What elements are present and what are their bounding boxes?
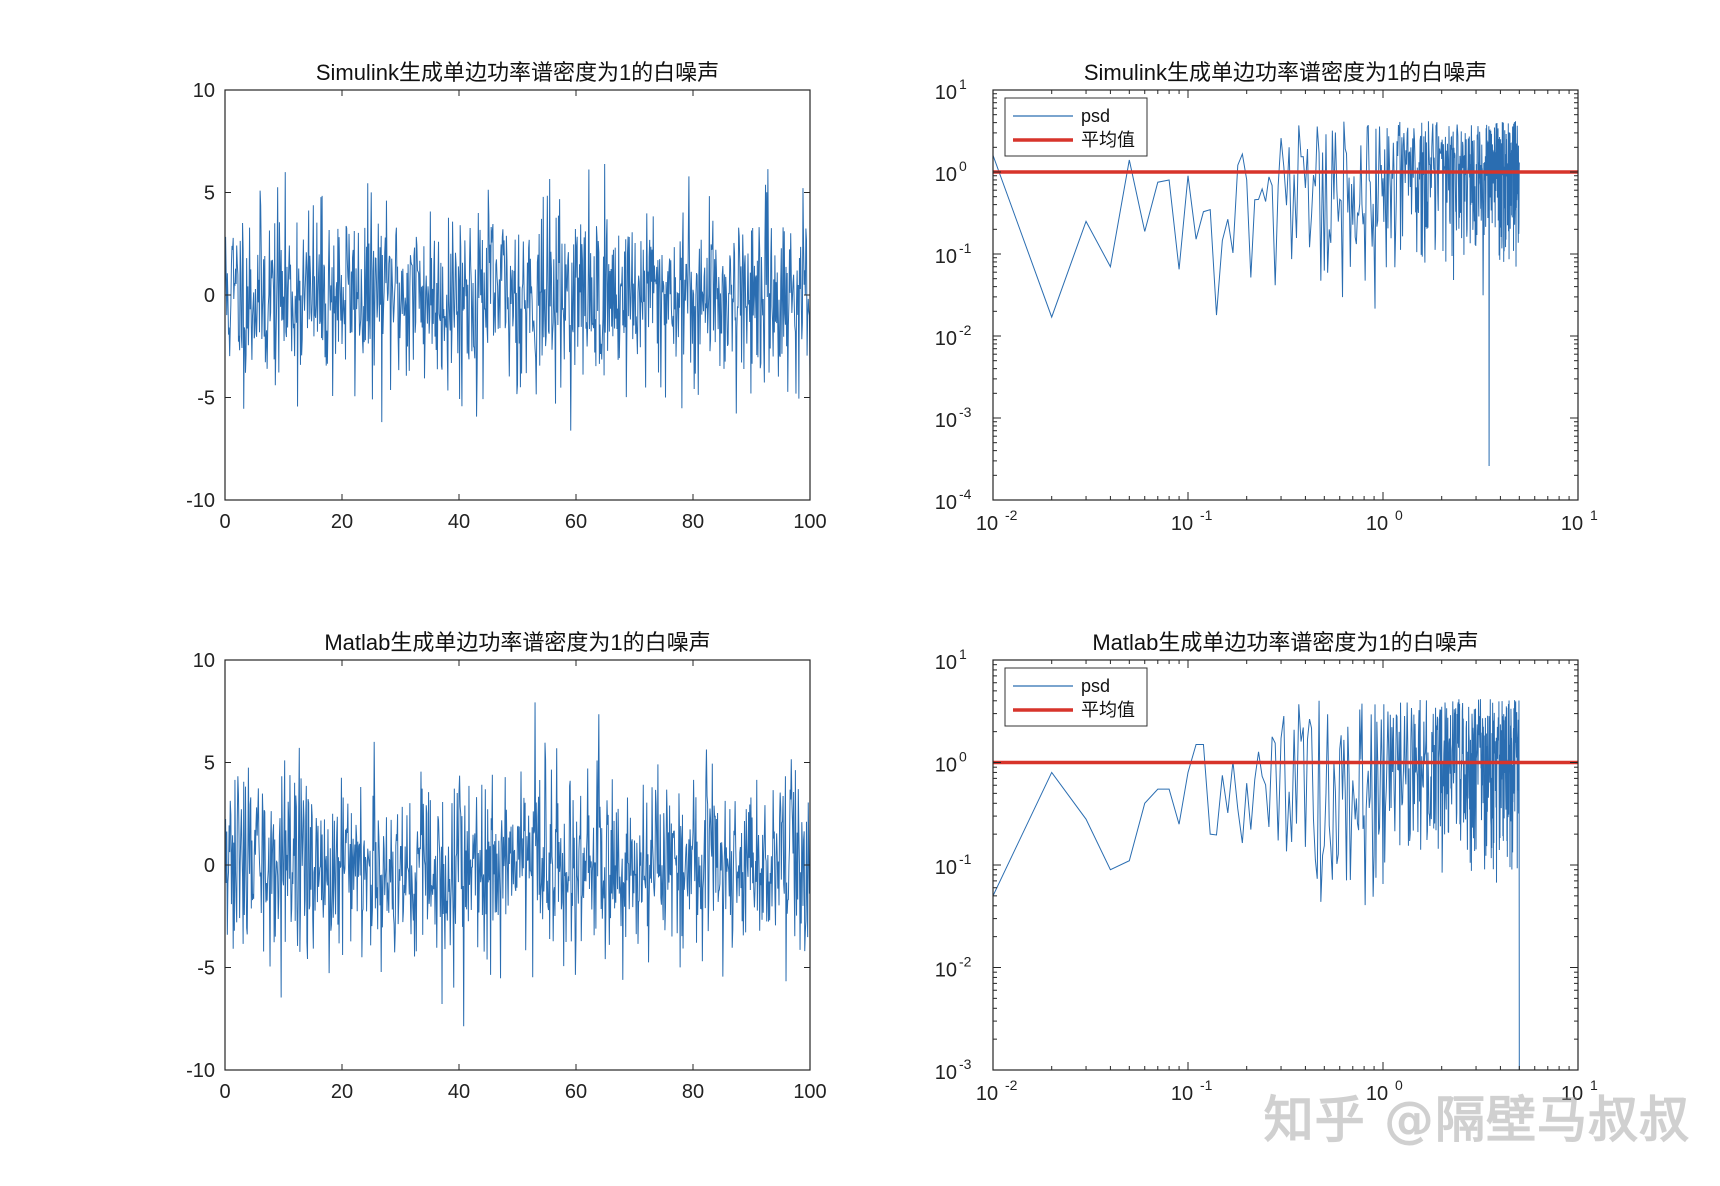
y-tick-exponent: 0 bbox=[959, 749, 967, 765]
legend-label-mean: 平均值 bbox=[1081, 130, 1135, 150]
y-tick-exponent: 1 bbox=[959, 646, 967, 662]
x-tick-exponent: -1 bbox=[1200, 1077, 1213, 1093]
legend-box bbox=[1004, 97, 1148, 157]
axes-frame bbox=[992, 89, 1579, 501]
x-tick-label: 20 bbox=[331, 511, 353, 533]
x-tick-label: 10 bbox=[1366, 513, 1388, 535]
noise-series-line bbox=[225, 164, 810, 431]
y-tick-exponent: -1 bbox=[959, 851, 972, 867]
watermark-text: 知乎 @隔壁马叔叔 bbox=[1263, 1091, 1690, 1149]
y-tick-label: 10 bbox=[935, 164, 957, 186]
y-tick-label: 10 bbox=[193, 80, 215, 102]
x-tick-exponent: -1 bbox=[1200, 507, 1213, 523]
plot-title: Matlab生成单边功率谱密度为1的白噪声 bbox=[1092, 630, 1478, 655]
y-tick-label: 5 bbox=[204, 183, 215, 205]
y-tick-label: 10 bbox=[935, 246, 957, 268]
y-tick-label: 10 bbox=[935, 755, 957, 777]
y-tick-exponent: -2 bbox=[959, 322, 972, 338]
y-tick-exponent: -3 bbox=[959, 1056, 972, 1072]
y-tick-label: -5 bbox=[197, 958, 215, 980]
x-tick-label: 10 bbox=[1171, 513, 1193, 535]
noise-series-line bbox=[225, 702, 810, 1027]
y-tick-label: -5 bbox=[197, 388, 215, 410]
legend: psd 平均值 bbox=[1004, 97, 1148, 157]
y-tick-label: 10 bbox=[935, 652, 957, 674]
x-tick-label: 10 bbox=[1561, 1083, 1583, 1105]
x-tick-label: 40 bbox=[448, 511, 470, 533]
y-tick-label: 10 bbox=[935, 82, 957, 104]
legend-box bbox=[1004, 667, 1148, 727]
y-tick-label: 10 bbox=[193, 650, 215, 672]
x-tick-label: 100 bbox=[793, 511, 826, 533]
y-tick-label: 10 bbox=[935, 328, 957, 350]
legend-label-psd: psd bbox=[1081, 676, 1110, 696]
plot-title: Simulink生成单边功率谱密度为1的白噪声 bbox=[1084, 60, 1487, 85]
x-tick-label: 10 bbox=[976, 1083, 998, 1105]
x-tick-label: 20 bbox=[331, 1081, 353, 1103]
y-tick-label: 10 bbox=[935, 960, 957, 982]
x-tick-exponent: 1 bbox=[1590, 1077, 1598, 1093]
y-tick-label: 5 bbox=[204, 753, 215, 775]
y-tick-label: 10 bbox=[935, 410, 957, 432]
y-tick-exponent: -1 bbox=[959, 240, 972, 256]
x-tick-exponent: 1 bbox=[1590, 507, 1598, 523]
x-tick-label: 60 bbox=[565, 511, 587, 533]
subplot-3: Matlab生成单边功率谱密度为1的白噪声 0 20 40 60 80 100 -10 -5 0 5… bbox=[186, 630, 827, 1103]
legend-label-mean: 平均值 bbox=[1081, 700, 1135, 720]
y-tick-exponent: -4 bbox=[959, 486, 972, 502]
y-tick-label: 10 bbox=[935, 857, 957, 879]
x-tick-label: 60 bbox=[565, 1081, 587, 1103]
legend-label-psd: psd bbox=[1081, 106, 1110, 126]
plot-title: Matlab生成单边功率谱密度为1的白噪声 bbox=[324, 630, 710, 655]
x-tick-label: 0 bbox=[219, 511, 230, 533]
x-tick-label: 0 bbox=[219, 1081, 230, 1103]
x-tick-label: 80 bbox=[682, 511, 704, 533]
y-tick-label: 10 bbox=[935, 1062, 957, 1084]
y-tick-exponent: -2 bbox=[959, 954, 972, 970]
y-tick-label: 10 bbox=[935, 492, 957, 514]
y-tick-label: -10 bbox=[186, 1060, 215, 1082]
x-tick-exponent: 0 bbox=[1395, 507, 1403, 523]
y-tick-exponent: -3 bbox=[959, 404, 972, 420]
y-tick-label: -10 bbox=[186, 490, 215, 512]
y-tick-label: 0 bbox=[204, 855, 215, 877]
x-tick-exponent: 0 bbox=[1395, 1077, 1403, 1093]
y-tick-exponent: 0 bbox=[959, 158, 967, 174]
x-tick-exponent: -2 bbox=[1005, 507, 1018, 523]
plot-title: Simulink生成单边功率谱密度为1的白噪声 bbox=[316, 60, 719, 85]
x-tick-label: 10 bbox=[1561, 513, 1583, 535]
x-tick-label: 40 bbox=[448, 1081, 470, 1103]
x-tick-label: 10 bbox=[976, 513, 998, 535]
psd-series-line bbox=[993, 121, 1520, 466]
x-tick-label: 10 bbox=[1171, 1083, 1193, 1105]
x-tick-label: 100 bbox=[793, 1081, 826, 1103]
y-tick-label: 0 bbox=[204, 285, 215, 307]
x-tick-label: 80 bbox=[682, 1081, 704, 1103]
y-tick-exponent: 1 bbox=[959, 76, 967, 92]
psd-series-line bbox=[993, 699, 1520, 1070]
x-tick-exponent: -2 bbox=[1005, 1077, 1018, 1093]
x-tick-label: 10 bbox=[1366, 1083, 1388, 1105]
legend: psd 平均值 bbox=[1004, 667, 1148, 727]
